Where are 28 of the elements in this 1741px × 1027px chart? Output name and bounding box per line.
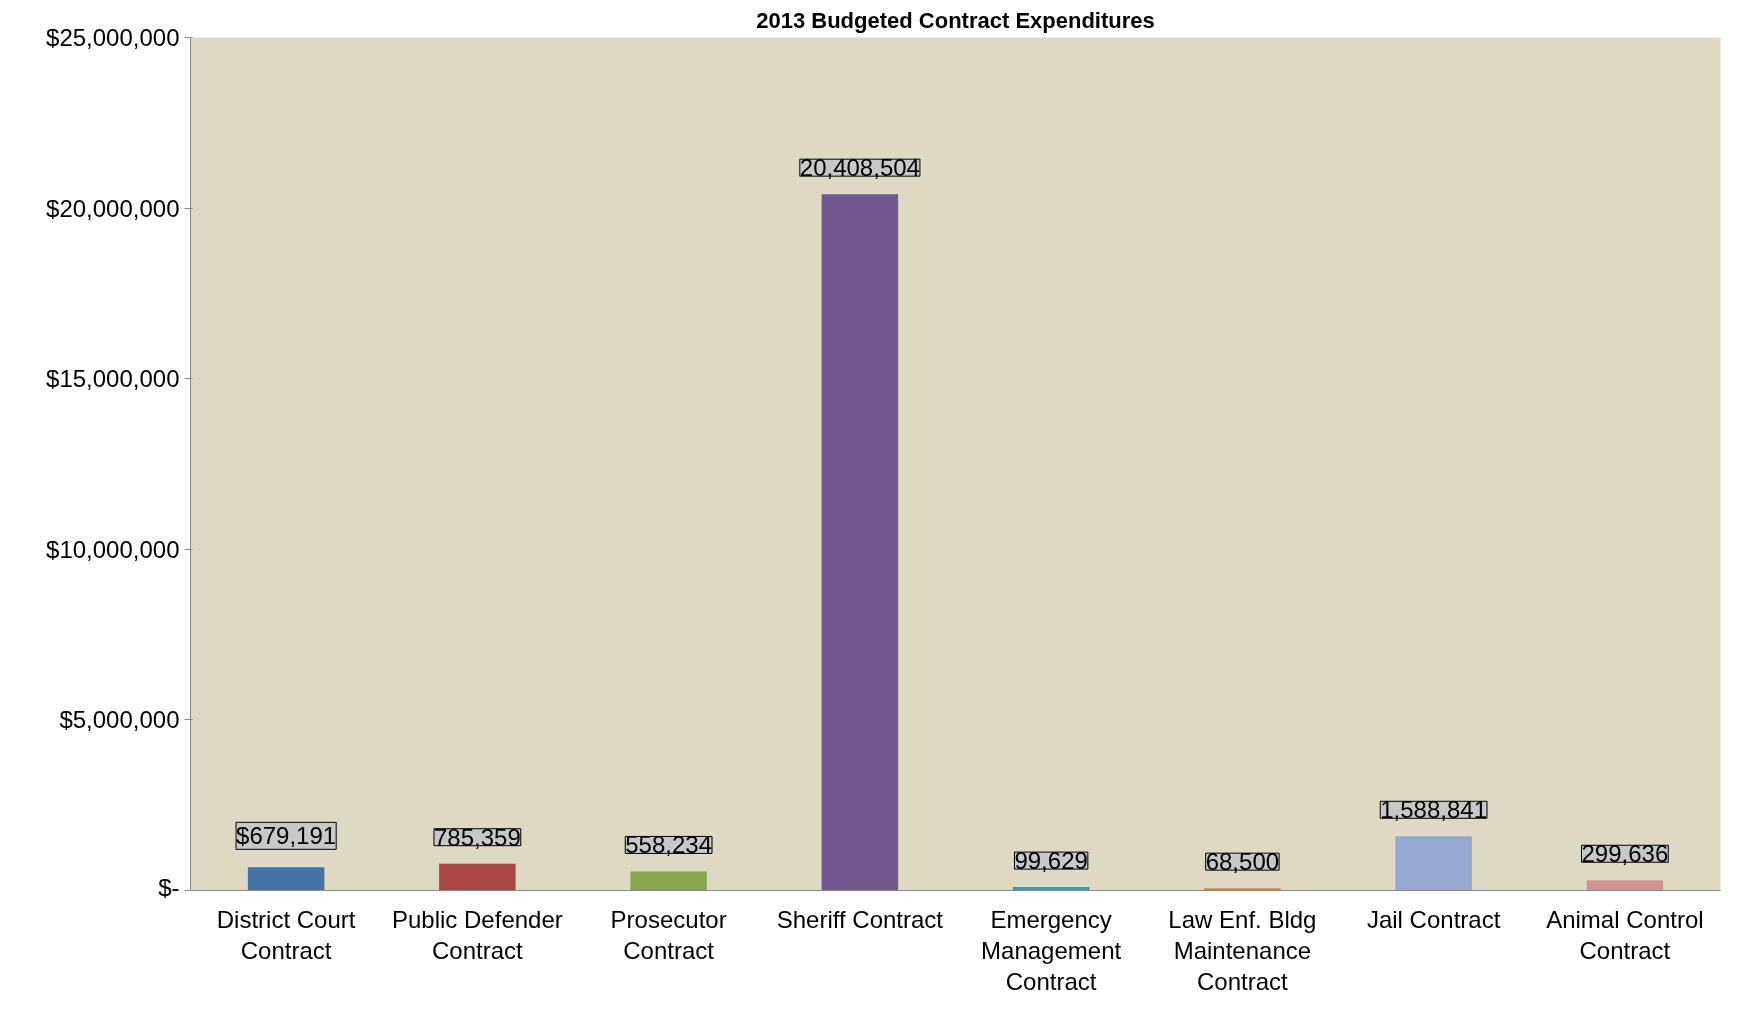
y-tick-label: $10,000,000 [46, 535, 180, 563]
data-label: 558,234 [625, 831, 713, 859]
y-tick-label: $15,000,000 [46, 365, 180, 393]
bar [821, 194, 899, 891]
y-tick-label: $25,000,000 [46, 24, 180, 51]
x-tick-label: Emergency Management Contract [981, 906, 1122, 996]
bar [1395, 836, 1472, 891]
x-tick-label: Prosecutor Contract [610, 906, 727, 965]
data-label: 68,500 [1205, 848, 1280, 876]
bar [1586, 880, 1664, 891]
data-label: 1,588,841 [1380, 796, 1488, 824]
x-tick-label: Law Enf. Bldg Maintenance Contract [1168, 906, 1317, 996]
data-label: 20,408,504 [799, 154, 920, 182]
bar [630, 871, 707, 891]
y-tick-label: $5,000,000 [59, 706, 180, 734]
x-tick-label: Sheriff Contract [776, 906, 944, 933]
x-tick-label: Public Defender Contract [391, 906, 563, 965]
bar [247, 867, 325, 891]
chart-title: 2013 Budgeted Contract Expenditures [756, 7, 1155, 33]
y-tick-label: $20,000,000 [46, 194, 180, 222]
y-tick-label: $- [158, 873, 180, 901]
data-label: 99,629 [1014, 847, 1088, 875]
x-tick-label: Jail Contract [1366, 906, 1501, 933]
bar [439, 863, 516, 891]
data-label: 299,636 [1581, 840, 1669, 868]
x-tick-label: Animal Control Contract [1546, 906, 1704, 965]
x-tick-label: District Court Contract [216, 906, 356, 965]
data-label: 785,359 [434, 823, 521, 851]
